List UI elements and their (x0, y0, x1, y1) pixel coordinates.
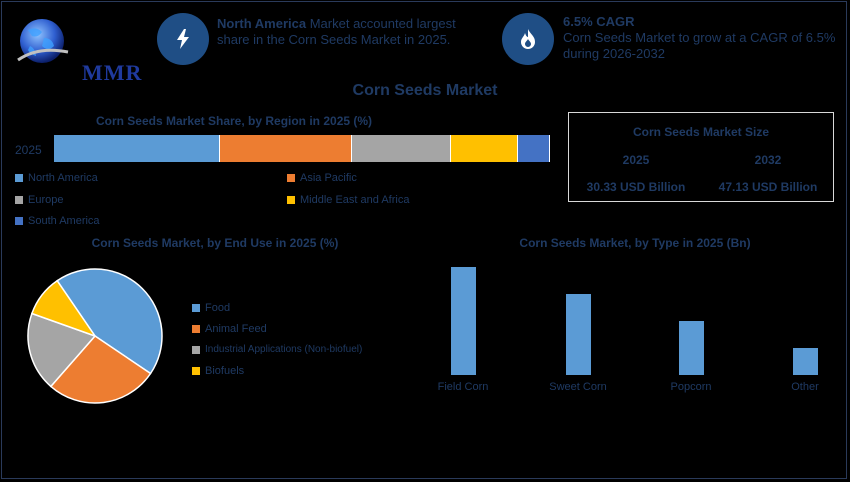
enduse-chart-title: Corn Seeds Market, by End Use in 2025 (%… (91, 236, 339, 250)
region-segment-north-america (54, 135, 221, 162)
legend-label: South America (28, 215, 100, 227)
enduse-legend-item-animal-feed: Animal Feed (192, 323, 267, 335)
type-bar-label-sweet-corn: Sweet Corn (549, 381, 607, 393)
market-size-value-1: 30.33 USD Billion (586, 180, 686, 194)
region-chart-title: Corn Seeds Market Share, by Region in 20… (95, 114, 373, 128)
enduse-legend-item-industrial-applications-non-biofuel: Industrial Applications (Non-biofuel) (192, 344, 362, 355)
legend-label: Biofuels (205, 365, 245, 377)
market-size-year-2: 2032 (754, 153, 782, 167)
pie-slice-food (56, 268, 163, 375)
legend-swatch (15, 174, 23, 182)
bolt-icon (177, 29, 189, 49)
legend-label: Food (205, 302, 231, 314)
legend-swatch (287, 196, 295, 204)
legend-label: Animal Feed (205, 323, 267, 335)
market-size-year-1: 2025 (622, 153, 650, 167)
region-legend-item-europe: Europe (15, 194, 63, 206)
region-legend-item-asia-pacific: Asia Pacific (287, 172, 357, 184)
market-size-box: Corn Seeds Market Size 2025 2032 30.33 U… (568, 112, 834, 202)
type-bar-field-corn (450, 267, 476, 375)
highlight-1-badge (157, 13, 209, 65)
legend-swatch (192, 325, 200, 333)
pie-slice-animal-feed (49, 335, 152, 404)
logo-text: MMR (82, 60, 143, 85)
region-legend-item-south-america: South America (15, 215, 100, 227)
page-title: Corn Seeds Market (352, 82, 498, 99)
legend-swatch (15, 196, 23, 204)
legend-label: Asia Pacific (300, 172, 357, 184)
legend-label: Middle East and Africa (300, 194, 410, 206)
enduse-legend-item-food: Food (192, 302, 230, 314)
highlight-2-bold: 6.5% CAGR (563, 14, 635, 29)
globe-icon (17, 19, 69, 63)
enduse-pie-chart (27, 268, 163, 404)
highlight-2-text: 6.5% CAGR Corn Seeds Market to grow at a… (563, 14, 838, 62)
type-bar-label-other: Other (791, 381, 819, 393)
region-segment-south-america (517, 135, 550, 162)
mmr-logo: MMR (14, 16, 141, 85)
type-chart-title: Corn Seeds Market, by Type in 2025 (Bn) (519, 236, 751, 250)
enduse-legend-item-biofuels: Biofuels (192, 365, 244, 377)
type-bar-label-field-corn: Field Corn (437, 381, 489, 393)
flame-icon (521, 29, 535, 49)
region-segment-middle-east-and-africa (450, 135, 518, 162)
legend-swatch (192, 367, 200, 375)
pie-slice-industrial-applications-non-biofuel (27, 312, 97, 388)
highlight-1-body: Market accounted largest share in the Co… (217, 16, 456, 47)
region-segment-asia-pacific (220, 135, 352, 162)
legend-label: North America (28, 172, 98, 184)
pie-slice-biofuels (30, 279, 97, 338)
type-bar-sweet-corn (565, 294, 591, 375)
market-size-value-2: 47.13 USD Billion (718, 180, 818, 194)
legend-swatch (287, 174, 295, 182)
legend-swatch (15, 217, 23, 225)
type-bar-label-popcorn: Popcorn (670, 381, 712, 393)
region-segment-europe (351, 135, 451, 162)
highlight-1-text: North America Market accounted largest s… (217, 16, 467, 48)
region-stacked-bar (54, 135, 550, 162)
type-bar-popcorn (678, 321, 704, 375)
market-size-title: Corn Seeds Market Size (632, 125, 770, 139)
type-bar-other (792, 348, 818, 375)
legend-label: Industrial Applications (Non-biofuel) (205, 344, 363, 355)
highlight-2-body: Corn Seeds Market to grow at a CAGR of 6… (563, 30, 836, 61)
legend-swatch (192, 304, 200, 312)
region-legend-item-north-america: North America (15, 172, 98, 184)
highlight-2-badge (502, 13, 554, 65)
legend-label: Europe (28, 194, 64, 206)
legend-swatch (192, 345, 200, 354)
region-legend-item-middle-east-and-africa: Middle East and Africa (287, 194, 409, 206)
region-chart-year-label: 2025 (15, 143, 42, 157)
highlight-1-bold: North America (217, 16, 307, 31)
